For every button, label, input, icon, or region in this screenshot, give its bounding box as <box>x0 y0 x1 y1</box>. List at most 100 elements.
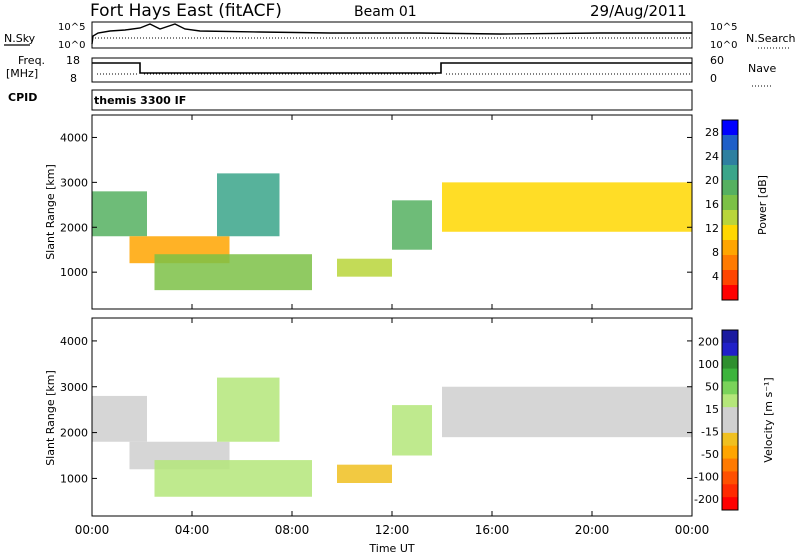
freq-panel: Freq. [MHz] 18 8 60 0 Nave <box>6 54 776 87</box>
power-echo-layer <box>92 173 692 291</box>
colorbar-swatch <box>722 484 738 498</box>
echo-region <box>337 258 392 277</box>
colorbar-tick-label: 4 <box>712 270 719 283</box>
colorbar-swatch <box>722 381 738 395</box>
noise-tick-top-left: 10^5 <box>58 22 85 33</box>
colorbar-swatch <box>722 407 738 421</box>
nsearch-label: N.Search <box>746 32 796 45</box>
echo-region <box>217 173 280 237</box>
colorbar-swatch <box>722 432 738 447</box>
colorbar-swatch <box>722 458 738 472</box>
colorbar-tick-label: -50 <box>701 448 719 461</box>
colorbar-swatch <box>722 195 738 211</box>
colorbar-swatch <box>722 330 738 344</box>
colorbar-tick-label: 12 <box>705 222 719 235</box>
colorbar-swatch <box>722 342 738 357</box>
freq-trace <box>92 62 692 74</box>
y-tick-label: 3000 <box>60 381 88 394</box>
time-axis: 00:00 04:00 08:00 12:00 16:00 20:00 00:00 <box>75 115 710 537</box>
colorbar-tick-label: 24 <box>705 150 719 163</box>
date-label: 29/Aug/2011 <box>590 2 687 20</box>
noise-tick-top-right: 10^5 <box>710 22 737 33</box>
freq-label-1: Freq. <box>18 54 45 67</box>
y-tick-label: 2000 <box>60 221 88 234</box>
echo-region <box>154 254 312 291</box>
velocity-panel: 1000 2000 3000 4000 Slant Range [km] 200 100… <box>44 317 775 517</box>
freq-tick-bottom: 8 <box>70 72 77 85</box>
colorbar-swatch <box>722 255 738 271</box>
colorbar-swatch <box>722 497 738 511</box>
colorbar-swatch <box>722 445 738 460</box>
power-colorbar-label: Power [dB] <box>756 175 769 235</box>
colorbar-tick-label: 20 <box>705 174 719 187</box>
echo-region <box>217 377 280 442</box>
x-tick-label: 04:00 <box>175 523 210 537</box>
nsky-label: N.Sky <box>4 32 36 45</box>
y-tick-label: 1000 <box>60 472 88 485</box>
x-tick-label: 12:00 <box>375 523 410 537</box>
colorbar-swatch <box>722 225 738 241</box>
colorbar-tick-label: 100 <box>698 358 719 371</box>
beam-label: Beam 01 <box>354 4 417 20</box>
colorbar-tick-label: -100 <box>694 470 719 483</box>
freq-panel-frame <box>91 57 693 83</box>
power-ylabel: Slant Range [km] <box>44 164 57 260</box>
station-title: Fort Hays East (fitACF) <box>90 1 282 21</box>
colorbar-tick-label: 16 <box>705 198 719 211</box>
y-tick-label: 2000 <box>60 427 88 440</box>
power-colorbar: 4 8 12 16 20 24 28 <box>705 119 739 301</box>
colorbar-tick-label: 28 <box>705 126 719 139</box>
echo-region <box>92 395 147 442</box>
x-tick-label: 16:00 <box>475 523 510 537</box>
colorbar-swatch <box>722 240 738 256</box>
cpid-panel: themis 3300 IF CPID <box>8 89 693 111</box>
echo-region <box>442 182 692 232</box>
echo-region <box>442 386 692 438</box>
colorbar-frame <box>721 329 739 511</box>
nave-tick-bottom: 0 <box>710 72 717 85</box>
y-tick-label: 1000 <box>60 266 88 279</box>
echo-region <box>392 405 432 456</box>
colorbar-swatch <box>722 150 738 166</box>
colorbar-swatch <box>722 420 738 434</box>
colorbar-swatch <box>722 210 738 226</box>
power-panel: 1000 2000 3000 4000 Slant Range [km] 4 8 12 16… <box>44 114 769 310</box>
colorbar-tick-label: 8 <box>712 246 719 259</box>
velocity-y-axis: 1000 2000 3000 4000 <box>60 335 692 485</box>
colorbar-swatch <box>722 394 738 408</box>
cpid-label: CPID <box>8 91 37 104</box>
nave-label: Nave <box>748 62 776 75</box>
noise-tick-bottom-right: 10^0 <box>710 40 737 51</box>
x-tick-label: 00:00 <box>75 523 110 537</box>
x-tick-label: 00:00 <box>675 523 710 537</box>
noise-panel-frame <box>91 21 693 49</box>
colorbar-swatch <box>722 355 738 370</box>
colorbar-swatch <box>722 165 738 181</box>
echo-region <box>92 191 147 237</box>
y-tick-label: 4000 <box>60 131 88 144</box>
power-y-axis: 1000 2000 3000 4000 <box>60 131 692 279</box>
cpid-text: themis 3300 IF <box>94 94 186 107</box>
nsky-trace <box>91 23 692 45</box>
noise-tick-bottom-left: 10^0 <box>58 40 85 51</box>
xlabel: Time UT <box>368 542 414 554</box>
velocity-colorbar: 200 100 50 15 -15 -50 -100 -200 <box>694 329 739 511</box>
echo-region <box>392 200 432 250</box>
noise-panel: N.Sky 10^5 10^0 10^5 10^0 N.Search <box>4 21 796 51</box>
colorbar-swatch <box>722 270 738 286</box>
velocity-ylabel: Slant Range [km] <box>44 370 57 466</box>
colorbar-tick-label: -15 <box>701 425 719 438</box>
colorbar-tick-label: 50 <box>705 380 719 393</box>
colorbar-swatch <box>722 135 738 151</box>
colorbar-swatch <box>722 180 738 196</box>
colorbar-tick-label: 200 <box>698 335 719 348</box>
colorbar-swatch <box>722 285 738 301</box>
colorbar-swatch <box>722 368 738 382</box>
echo-region <box>337 464 392 483</box>
freq-label-2: [MHz] <box>6 67 38 80</box>
y-tick-label: 3000 <box>60 176 88 189</box>
velocity-echo-layer <box>92 377 692 497</box>
freq-tick-top: 18 <box>66 54 80 67</box>
